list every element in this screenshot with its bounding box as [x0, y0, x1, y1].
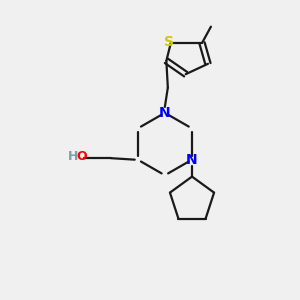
Text: N: N: [186, 153, 198, 167]
Text: O: O: [76, 151, 87, 164]
Text: N: N: [159, 106, 171, 120]
Text: S: S: [164, 34, 174, 49]
Text: H: H: [68, 151, 78, 164]
